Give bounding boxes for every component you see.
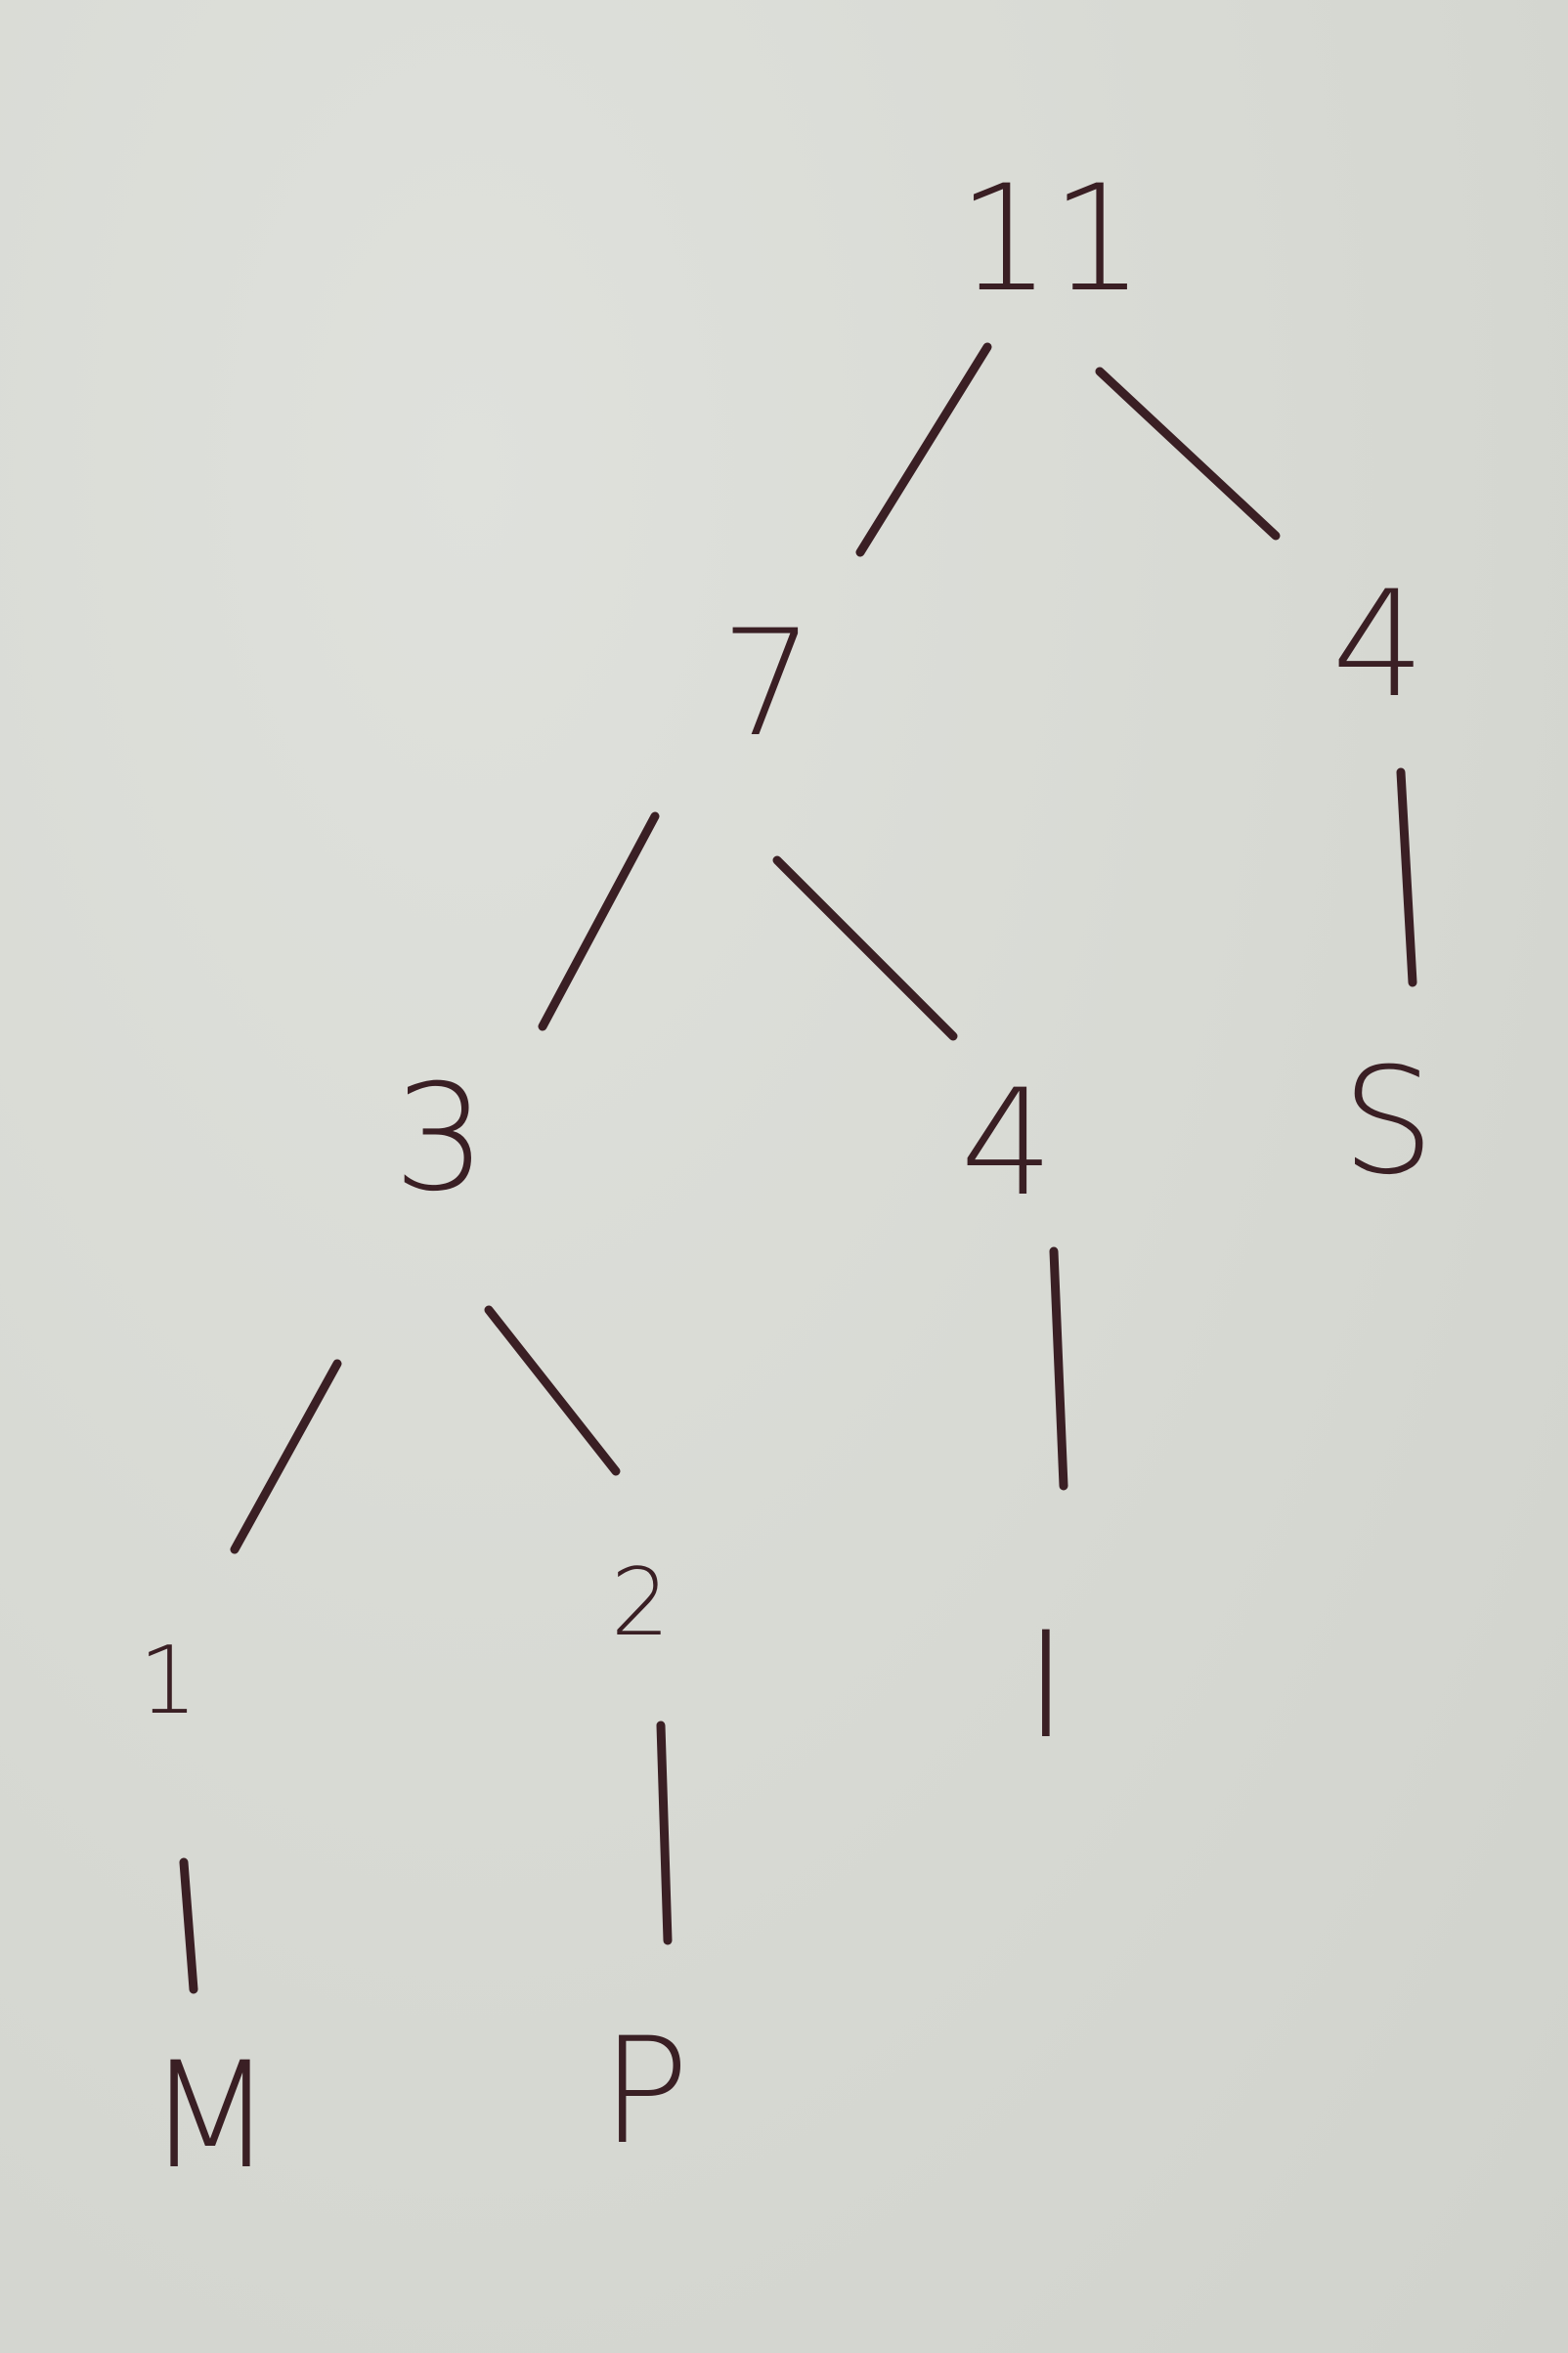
node-leaf-p: P (601, 2007, 689, 2177)
edge-n7-n3 (538, 811, 660, 1031)
edge-n3-n2 (484, 1305, 621, 1476)
edge-root-n4-right (1095, 367, 1281, 541)
edge-n1-leaf-m (179, 1857, 198, 1994)
edge-n4-mid-leaf-i (1049, 1246, 1068, 1491)
node-n4-right: 4 (1331, 560, 1424, 730)
node-n1: 1 (139, 1628, 197, 1735)
node-n7: 7 (720, 599, 813, 769)
node-n3: 3 (393, 1054, 486, 1224)
edge-n2-leaf-p (656, 1721, 673, 1945)
edge-n3-n1 (230, 1359, 342, 1554)
node-n4-mid: 4 (960, 1059, 1053, 1229)
node-n2: 2 (611, 1549, 670, 1657)
edge-n7-n4-mid (772, 855, 958, 1041)
node-leaf-m: M (147, 2031, 273, 2201)
node-leaf-i: I (1024, 1601, 1067, 1771)
edge-n4-right-leaf-s (1396, 767, 1417, 987)
edge-root-n7 (855, 342, 992, 557)
node-leaf-s: S (1341, 1037, 1434, 1207)
node-root: 11 (958, 154, 1145, 325)
